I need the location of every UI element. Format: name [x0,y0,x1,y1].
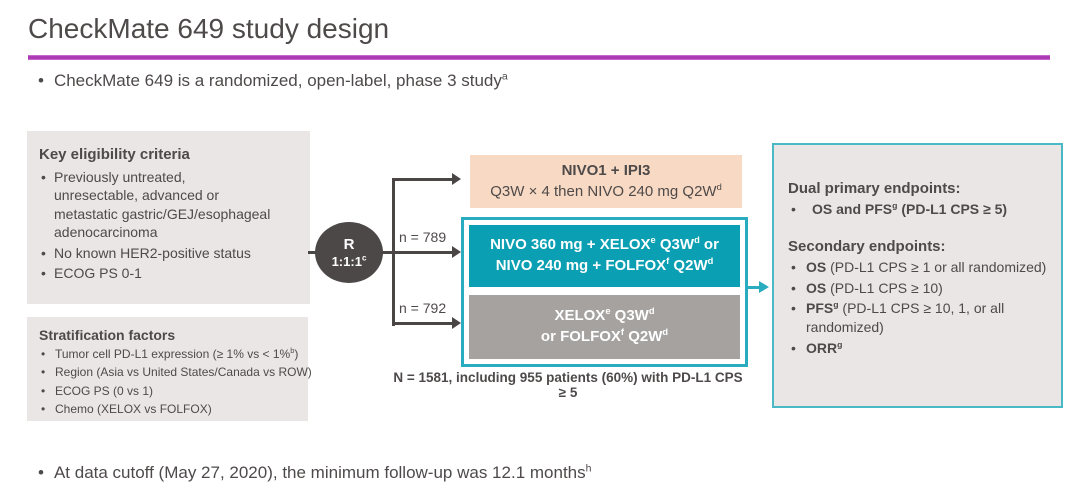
stratification-item: Tumor cell PD-L1 expression (≥ 1% vs < 1… [39,346,302,364]
footer-bullet-text: At data cutoff (May 27, 2020), the minim… [53,462,592,482]
randomization-ratio: 1:1:1c [331,253,367,269]
endpoints-arrow-line [746,286,762,289]
page-title: CheckMate 649 study design [28,13,390,44]
arm-chemo-line2: or FOLFOXf Q2Wd [540,327,669,345]
endpoints-panel: Dual primary endpoints: OS and PFSg (PD-… [772,143,1063,408]
arrow-top-line [393,178,453,181]
arm-nivo-ipi-line1: NIVO1 + IPI3 [561,161,651,179]
intro-bullet-text: CheckMate 649 is a randomized, open-labe… [53,70,508,90]
arm-chemo: XELOXe Q3Wd or FOLFOXf Q2Wd [469,295,740,359]
primary-endpoints-header: Dual primary endpoints: [788,180,961,197]
eligibility-connector-line [308,251,320,254]
stratification-panel: Stratification factors Tumor cell PD-L1 … [27,317,312,421]
title-rule [28,55,1050,60]
secondary-endpoint-item: ORRg [788,339,1051,358]
eligibility-item: No known HER2-positive status [39,244,272,263]
stratification-item: Chemo (XELOX vs FOLFOX) [39,401,302,419]
randomization-label: R [343,235,355,253]
secondary-endpoint-item: PFSg (PD-L1 CPS ≥ 10, 1, or all randomiz… [788,299,1051,337]
arm-nivo-ipi-line2: Q3W × 4 then NIVO 240 mg Q2Wd [490,181,722,200]
eligibility-panel: Key eligibility criteria Previously untr… [27,131,310,304]
arm-nivo-chemo-line2: NIVO 240 mg + FOLFOXf Q2Wd [495,256,714,274]
arrow-middle-line [380,251,453,254]
arm-nivo-chemo: NIVO 360 mg + XELOXe Q3Wd or NIVO 240 mg… [469,225,740,287]
arm-chemo-line1: XELOXe Q3Wd [554,306,655,325]
intro-bullet: CheckMate 649 is a randomized, open-labe… [38,71,508,91]
endpoints-arrow-head [759,281,769,293]
secondary-endpoint-item: OS (PD-L1 CPS ≥ 10) [788,279,1051,298]
eligibility-item: ECOG PS 0-1 [39,264,272,283]
n-label-middle: n = 789 [399,229,447,245]
arm-nivo-chemo-line1: NIVO 360 mg + XELOXe Q3Wd or [490,235,719,254]
footer-bullet: At data cutoff (May 27, 2020), the minim… [38,462,592,483]
eligibility-header: Key eligibility criteria [39,146,190,163]
stratification-header: Stratification factors [39,327,176,343]
arrow-bottom-head [452,317,461,329]
eligibility-item: Previously untreated, unresectable, adva… [39,168,272,242]
arrow-top-head [452,173,461,185]
arm-nivo-ipi: NIVO1 + IPI3 Q3W × 4 then NIVO 240 mg Q2… [470,155,742,208]
primary-endpoint-item: OS and PFSg (PD-L1 CPS ≥ 5) [788,200,1051,219]
n-label-bottom: n = 792 [399,300,447,316]
secondary-endpoints-header: Secondary endpoints: [788,237,946,255]
arrow-middle-head [452,246,461,258]
randomization-circle: R 1:1:1c [315,222,383,283]
endpoints-spacer [788,221,1051,238]
stratification-item: ECOG PS (0 vs 1) [39,383,302,401]
stratification-item: Region (Asia vs United States/Canada vs … [39,364,312,382]
secondary-endpoint-item: OS (PD-L1 CPS ≥ 1 or all randomized) [788,258,1051,277]
enrollment-note: N = 1581, including 955 patients (60%) w… [393,370,743,400]
arrow-bottom-line [393,322,453,325]
